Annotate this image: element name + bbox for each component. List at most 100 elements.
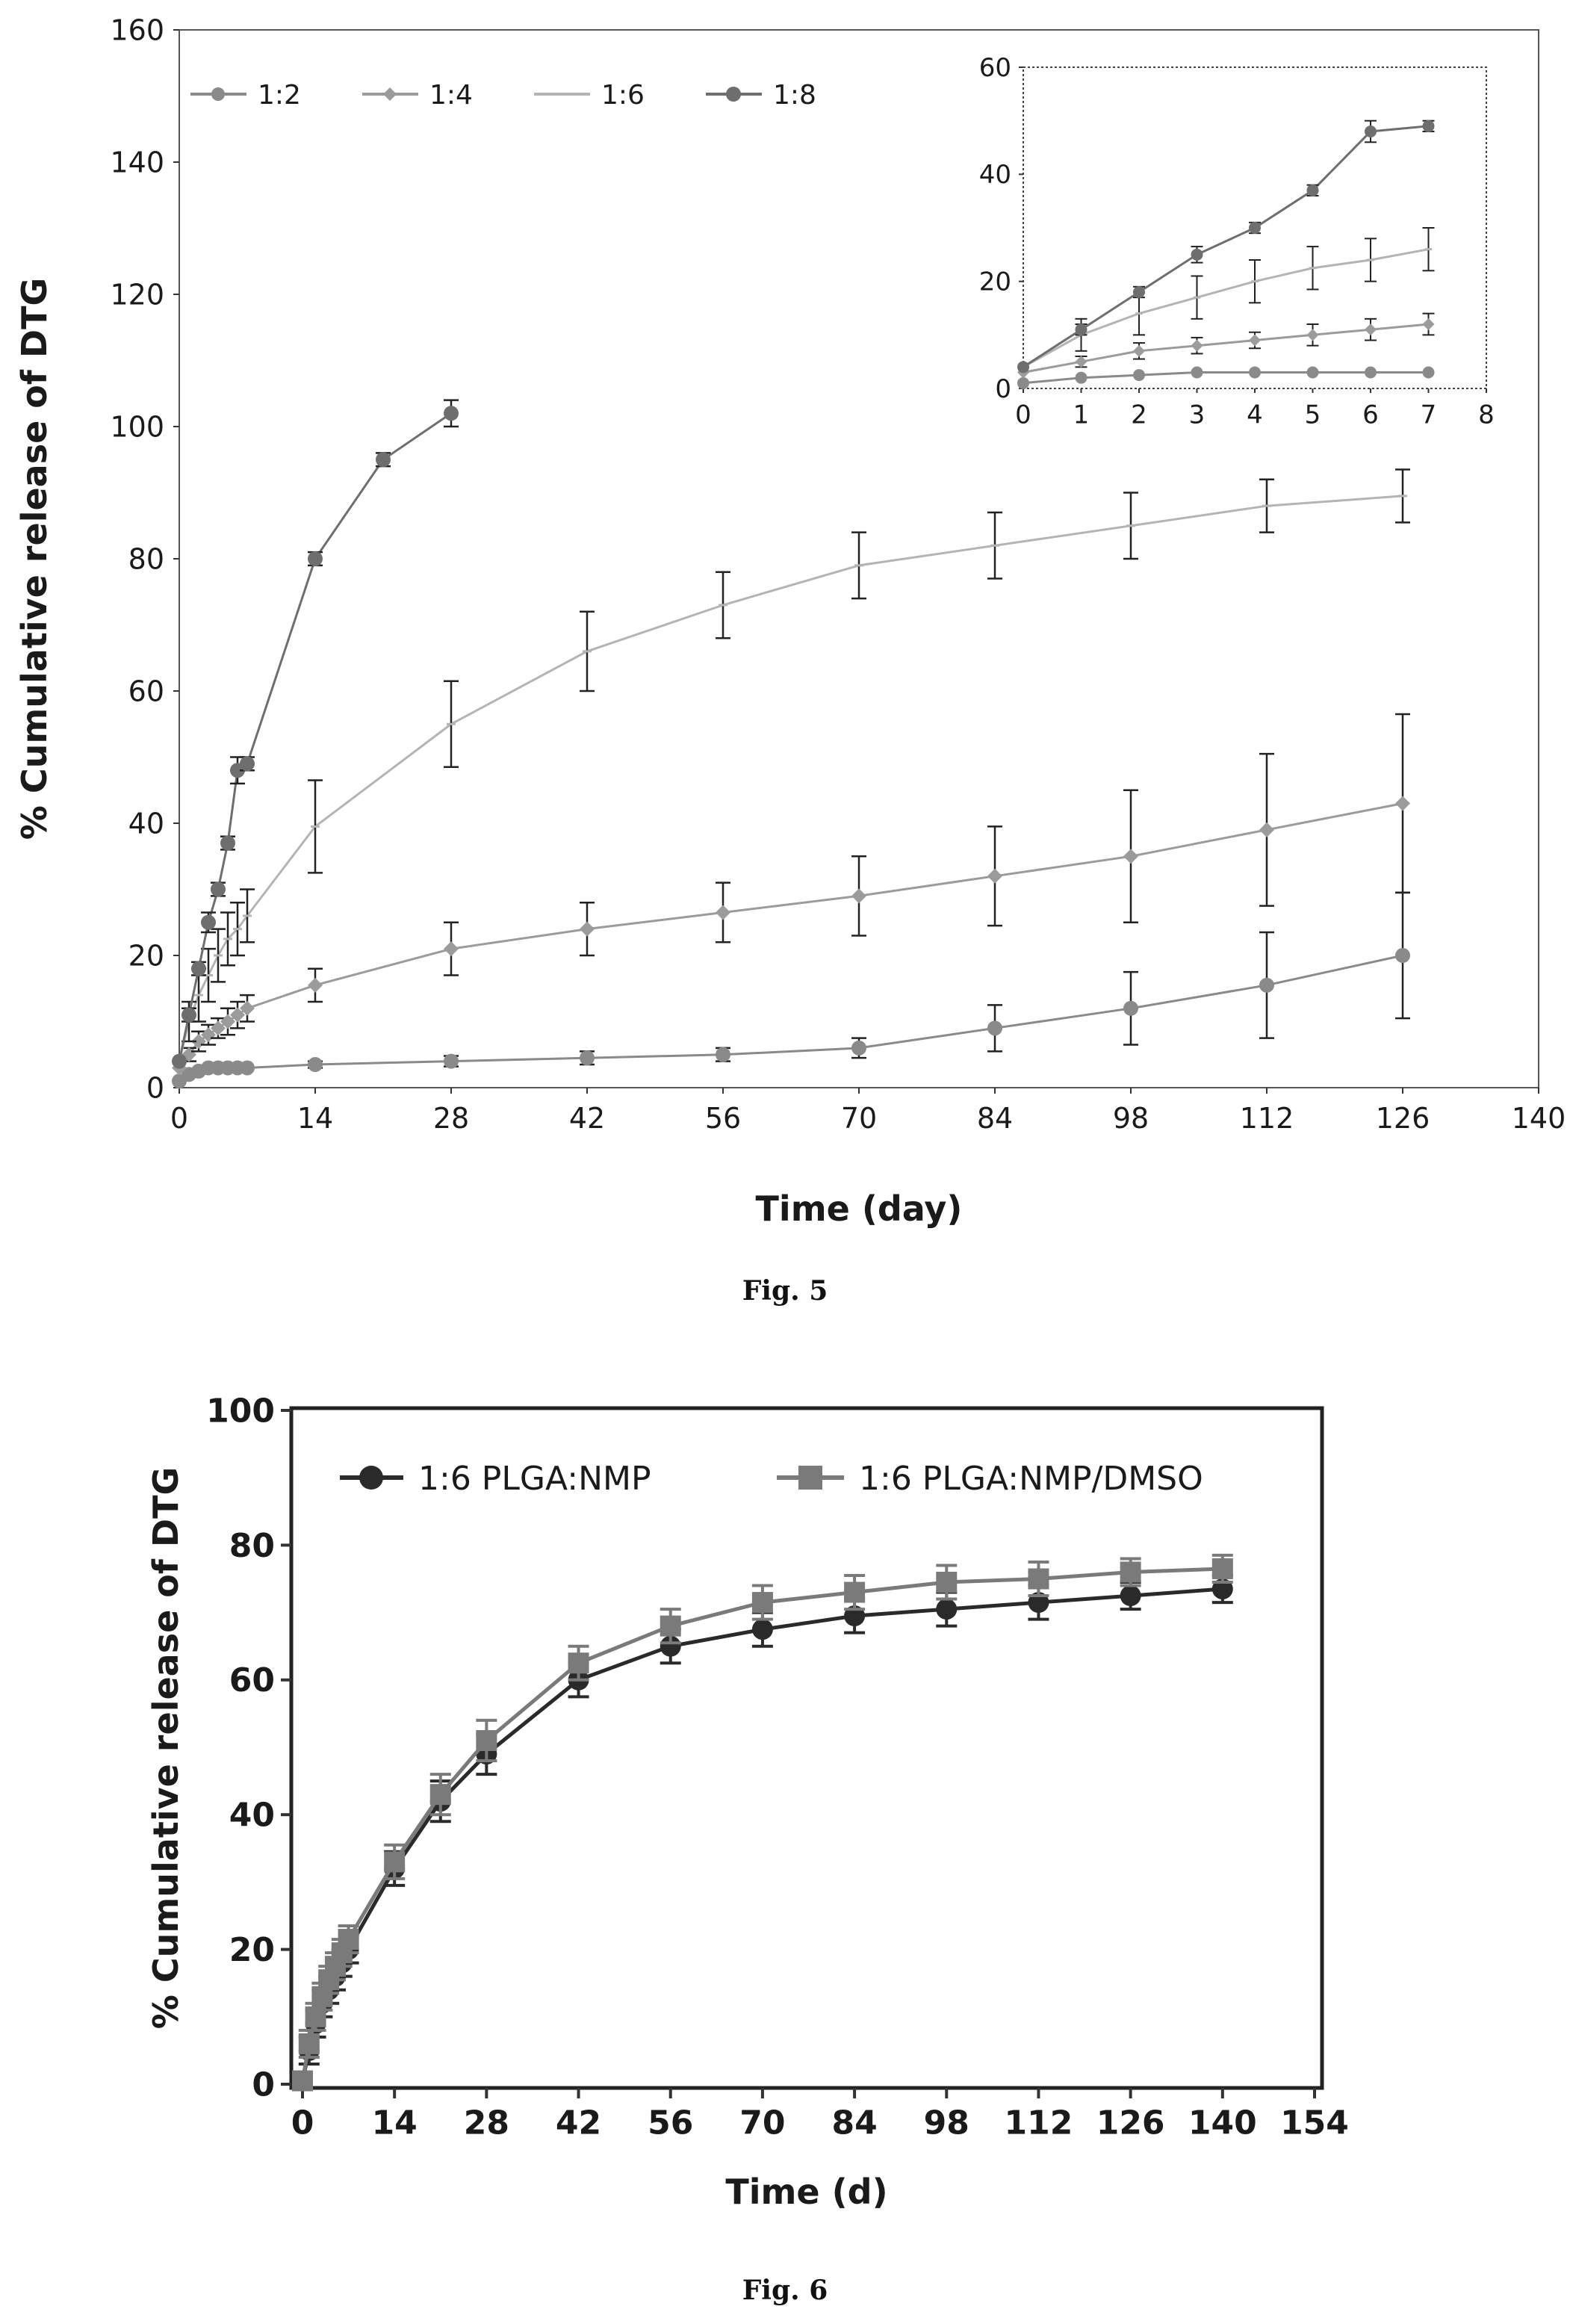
series-line-1-8 [1023, 125, 1429, 368]
fig5-x-tick-label: 140 [1512, 1102, 1566, 1135]
fig5-inset-x-tick-label: 2 [1131, 400, 1147, 430]
fig5-inset-x-tick-label: 3 [1189, 400, 1206, 430]
fig6-x-tick-label: 0 [291, 2104, 314, 2142]
fig6-y-tick-label: 0 [252, 2066, 275, 2104]
fig5-y-tick-label: 20 [128, 939, 164, 972]
fig6-y-axis-title: % Cumulative release of DTG [146, 1467, 186, 2030]
fig5-x-tick-label: 126 [1376, 1102, 1430, 1135]
fig6-x-tick-label: 98 [924, 2104, 969, 2142]
fig5-inset-x-tick-label: 0 [1015, 400, 1031, 430]
fig6-x-tick-label: 28 [464, 2104, 509, 2142]
data-point-1-4 [211, 1020, 226, 1036]
data-point-1-6-plga-nmp [1211, 1578, 1233, 1600]
data-point-1-2 [1259, 977, 1274, 993]
data-point-1-8 [1306, 184, 1319, 196]
fig5-y-tick-label: 140 [110, 146, 164, 179]
fig5-y-axis: 0 20 40 60 80 100 120 140 160 [110, 13, 179, 1104]
data-point-1-4 [1365, 323, 1377, 336]
data-point-1-8 [181, 1007, 196, 1023]
fig6-x-tick-label: 154 [1280, 2104, 1349, 2142]
data-point-1-8 [220, 835, 235, 851]
fig6-x-tick-label: 84 [831, 2104, 877, 2142]
data-point-1-6-plga-nmp-dmso [298, 2033, 320, 2054]
legend-label-1-2: 1:2 [258, 80, 301, 111]
data-point-1-2 [1017, 377, 1029, 389]
fig6-x-axis-title: Time (d) [725, 2172, 887, 2212]
fig6-y-tick-label: 60 [229, 1661, 275, 1699]
fig5-legend: 1:2 1:4 1:6 1:8 [190, 80, 816, 111]
fig5-inset-y-axis: 0 20 40 60 [979, 53, 1023, 404]
legend-label-1-8: 1:8 [773, 80, 816, 111]
fig5-x-tick-label: 70 [841, 1102, 877, 1135]
data-point-1-2 [308, 1057, 323, 1073]
fig5-x-tick-label: 14 [297, 1102, 333, 1135]
fig5-y-tick-label: 80 [128, 542, 164, 575]
fig5-inset-x-tick-label: 8 [1478, 400, 1495, 430]
fig5-x-tick-label: 28 [433, 1102, 469, 1135]
fig6-y-tick-label: 20 [229, 1931, 275, 1969]
data-point-1-2 [1191, 366, 1203, 379]
data-point-1-6-plga-nmp [1120, 1585, 1141, 1607]
data-point-1-2 [1306, 366, 1319, 379]
data-point-1-6-plga-nmp [751, 1619, 773, 1640]
fig5-inset-y-tick-label: 40 [979, 160, 1011, 190]
fig5-y-axis-title: % Cumulative release of DTG [14, 278, 55, 840]
series-line-1-2 [179, 954, 1403, 1082]
data-point-1-2 [1075, 371, 1087, 384]
legend-item-1-2: 1:2 [190, 80, 301, 111]
fig6-y-tick-label: 80 [229, 1527, 275, 1565]
fig6-series-layer [292, 1553, 1233, 2092]
fig6-x-tick-label: 70 [739, 2104, 785, 2142]
data-point-1-2 [1123, 1000, 1138, 1016]
fig5-inset-chart: 0 20 40 60 0 1 2 3 4 5 6 7 8 [979, 53, 1495, 430]
fig5-inset-x-tick-label: 5 [1305, 400, 1321, 430]
series-line-1-4 [178, 802, 1403, 1069]
data-point-1-4 [1249, 334, 1261, 347]
data-point-1-6-plga-nmp [660, 1635, 681, 1657]
data-point-1-4 [851, 888, 866, 904]
data-point-1-6-plga-nmp-dmso [844, 1581, 866, 1603]
fig5-y-tick-label: 40 [128, 807, 164, 840]
data-point-1-8 [240, 756, 255, 772]
data-point-1-2 [1422, 366, 1435, 379]
fig5-y-tick-label: 100 [110, 410, 164, 443]
data-point-1-6-plga-nmp [844, 1605, 866, 1627]
fig5-y-tick-label: 160 [110, 13, 164, 46]
fig6-x-axis: 0 14 28 42 56 70 84 98 112 126 140 154 [291, 2088, 1349, 2142]
data-point-1-8 [1191, 248, 1203, 261]
fig5-inset-y-tick-label: 60 [979, 53, 1011, 83]
fig5-x-tick-label: 42 [569, 1102, 605, 1135]
data-point-1-8 [1133, 286, 1145, 298]
data-point-1-2 [1133, 369, 1145, 382]
data-point-1-4 [1075, 356, 1087, 368]
fig5-x-tick-label: 56 [705, 1102, 741, 1135]
data-point-1-6-plga-nmp-dmso [476, 1729, 497, 1751]
fig6-chart: 0 20 40 60 80 100 0 14 28 42 56 70 84 98 112 126 140 154… [146, 1392, 1349, 2306]
data-point-1-6-plga-nmp-dmso [338, 1929, 359, 1950]
fig5-inset-y-tick-label: 20 [979, 267, 1011, 297]
fig5-y-tick-label: 60 [128, 675, 164, 707]
data-point-1-4 [1191, 339, 1203, 352]
fig5-inset-x-tick-label: 6 [1362, 400, 1379, 430]
fig6-x-tick-label: 14 [372, 2104, 418, 2142]
fig6-plot-frame [289, 1406, 1324, 2090]
fig6-legend: 1:6 PLGA:NMP 1:6 PLGA:NMP/DMSO [340, 1460, 1203, 1498]
data-point-1-8 [1249, 222, 1261, 234]
data-point-1-4 [220, 1014, 235, 1029]
series-line-1-8 [178, 412, 452, 1062]
data-point-1-4 [230, 1007, 245, 1023]
data-point-1-6-plga-nmp-dmso [292, 2070, 313, 2092]
data-point-1-6-plga-nmp [1028, 1592, 1049, 1614]
data-point-1-6-plga-nmp-dmso [936, 1572, 958, 1593]
series-line-1-4 [1023, 323, 1429, 374]
fig6-y-tick-label: 40 [229, 1797, 275, 1835]
data-point-1-6-plga-nmp-dmso [429, 1784, 451, 1806]
data-point-1-8 [172, 1053, 187, 1069]
fig5-inset-y-tick-label: 0 [995, 374, 1011, 404]
data-point-1-4 [987, 868, 1002, 884]
fig5-y-tick-label: 0 [146, 1071, 164, 1104]
data-point-1-8 [211, 881, 226, 897]
fig5-inset-x-axis: 0 1 2 3 4 5 6 7 8 [1015, 388, 1495, 430]
legend-label-1-6: 1:6 [601, 80, 645, 111]
